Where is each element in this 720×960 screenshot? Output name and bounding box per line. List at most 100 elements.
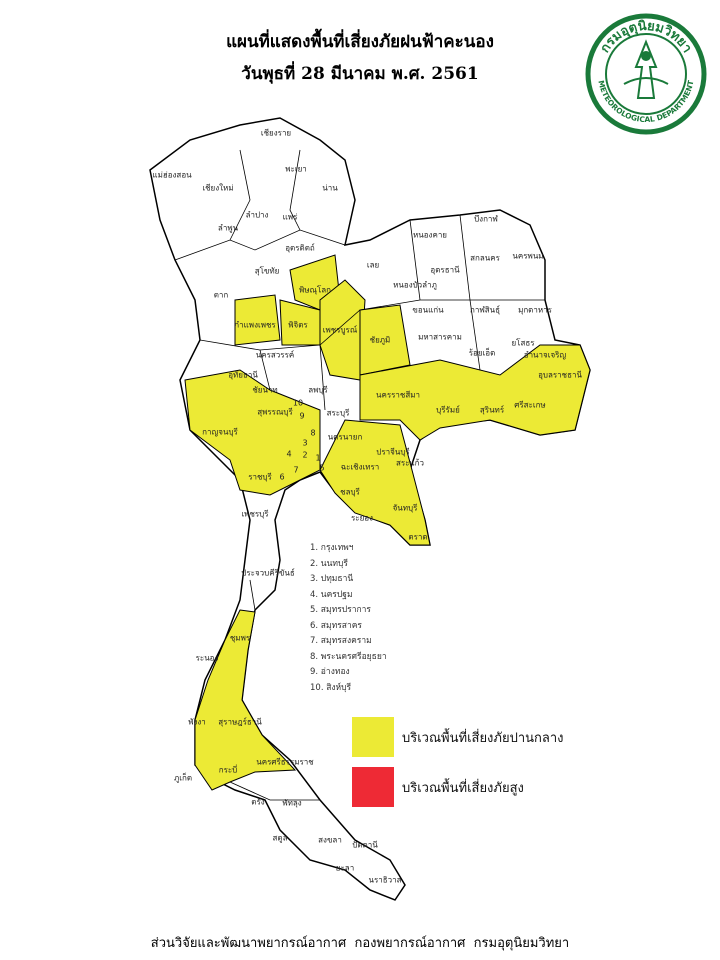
region-east: [319, 419, 431, 546]
province-label: สุโขทัย: [254, 266, 280, 276]
province-label: ราชบุรี: [248, 472, 272, 482]
province-label: ชัยนาท: [252, 385, 278, 395]
province-label: มหาสารคาม: [418, 332, 462, 342]
province-label: ยะลา: [335, 863, 355, 873]
province-label: ศรีสะเกษ: [514, 400, 546, 410]
province-number: 4: [286, 449, 292, 459]
province-label: เลย: [366, 260, 380, 270]
legend-high: บริเวณพื้นที่เสี่ยงภัยสูง: [352, 767, 524, 807]
province-label: ปัตตานี: [352, 840, 378, 850]
province-number: 7: [293, 465, 299, 475]
province-label: ชัยภูมิ: [369, 335, 391, 345]
key-item: 9. อ่างทอง: [310, 667, 350, 677]
legend-swatch-moderate: [352, 717, 394, 757]
province-label: อุดรธานี: [430, 265, 460, 275]
province-label: ลำพูน: [217, 223, 239, 233]
province-label: ยโสธร: [511, 338, 535, 348]
legend-label-moderate: บริเวณพื้นที่เสี่ยงภัยปานกลาง: [402, 730, 564, 746]
province-label: ตราด: [408, 532, 428, 542]
province-number-key: 1. กรุงเทพฯ 2. นนทบุรี 3. ปทุมธานี 4. นค…: [310, 541, 387, 696]
region-lower-northeast: [359, 344, 591, 441]
province-label: สุพรรณบุรี: [257, 407, 293, 417]
province-number: 8: [310, 428, 316, 438]
meteorological-department-logo: กรมอุตุนิยมวิทยา METEOROLOGICAL DEPARTME…: [585, 13, 707, 135]
province-label: บึงกาฬ: [474, 214, 498, 224]
province-label: นราธิวาส: [368, 875, 402, 885]
province-label: เชียงใหม่: [202, 183, 234, 193]
province-label: หนองบัวลำภู: [393, 280, 437, 290]
key-item: 3. ปทุมธานี: [310, 574, 354, 584]
key-item: 8. พระนครศรีอยุธยา: [310, 651, 387, 662]
key-item: 4. นครปฐม: [310, 589, 353, 600]
province-label: นครพนม: [512, 251, 544, 261]
key-item: 5. สมุทรปราการ: [310, 605, 371, 615]
province-label: อุตรดิตถ์: [285, 243, 315, 253]
province-label: เพชรบุรี: [241, 509, 269, 519]
key-item: 6. สมุทรสาคร: [310, 620, 362, 631]
legend-label-high: บริเวณพื้นที่เสี่ยงภัยสูง: [402, 780, 524, 796]
province-label: พิษณุโลก: [298, 285, 332, 295]
province-number: 2: [302, 450, 308, 460]
province-label: ประจวบคีรีขันธ์: [241, 568, 295, 578]
region-kamphaeng-phet: [234, 294, 281, 346]
province-label: ระนอง: [195, 653, 219, 663]
province-label: บุรีรัมย์: [436, 405, 460, 415]
province-label: มุกดาหาร: [518, 305, 552, 315]
province-label: อำนาจเจริญ: [523, 350, 567, 360]
legend-swatch-high: [352, 767, 394, 807]
province-label: น่าน: [322, 183, 338, 193]
key-item: 2. นนทบุรี: [310, 558, 348, 569]
key-item: 1. กรุงเทพฯ: [310, 543, 354, 553]
province-label: ลพบุรี: [308, 385, 328, 395]
province-label: นครราชสีมา: [376, 390, 420, 400]
province-label: ชุมพร: [229, 633, 251, 643]
province-label: เพชรบูรณ์: [322, 325, 358, 335]
province-label: กำแพงเพชร: [234, 320, 276, 330]
province-number: 6: [279, 472, 285, 482]
legend-moderate: บริเวณพื้นที่เสี่ยงภัยปานกลาง: [352, 717, 564, 757]
province-label: หนองคาย: [413, 230, 447, 240]
province-number: 3: [302, 438, 308, 448]
province-label: อุบลราชธานี: [538, 370, 582, 380]
province-label: อุทัยธานี: [228, 370, 258, 380]
province-label: สุรินทร์: [479, 405, 505, 415]
map-title: แผนที่แสดงพื้นที่เสี่ยงภัยฝนฟ้าคะนอง: [226, 32, 494, 52]
province-label: นครสวรรค์: [255, 350, 295, 360]
province-label: ชลบุรี: [340, 487, 360, 497]
region-chaiyaphum: [359, 304, 411, 376]
province-label: ปราจีนบุรี: [376, 447, 410, 457]
key-item: 10. สิงห์บุรี: [310, 682, 352, 693]
province-number: 10: [292, 398, 304, 408]
province-label: ฉะเชิงเทรา: [340, 462, 380, 472]
region-central-west: [184, 369, 321, 496]
province-label: เชียงราย: [260, 128, 292, 138]
province-label: สระแก้ว: [396, 458, 424, 468]
province-number: 5: [319, 463, 325, 473]
province-label: กาฬสินธุ์: [469, 305, 501, 315]
province-number: 9: [299, 411, 305, 421]
province-label: พิจิตร: [288, 320, 308, 330]
province-label: ลำปาง: [245, 210, 269, 220]
province-label: นครนายก: [327, 432, 363, 442]
province-label: กระบี่: [218, 765, 238, 775]
province-label: แพร่: [282, 212, 298, 222]
province-label: ตาก: [213, 290, 229, 300]
province-label: จันทบุรี: [392, 503, 418, 513]
footer-credit: ส่วนวิจัยและพัฒนาพยากรณ์อากาศ กองพยากรณ์…: [150, 936, 570, 951]
key-item: 7. สมุทรสงคราม: [310, 636, 372, 646]
province-label: สุราษฎร์ธานี: [218, 717, 262, 727]
province-label: ภูเก็ต: [173, 773, 193, 783]
province-label: ร้อยเอ็ด: [468, 348, 496, 358]
province-label: พัทลุง: [282, 798, 302, 808]
province-label: นครศรีธรรมราช: [256, 757, 314, 767]
province-label: พะเยา: [285, 164, 307, 174]
province-label: พังงา: [188, 717, 206, 727]
province-label: ตรัง: [251, 797, 265, 807]
province-label: ขอนแก่น: [412, 305, 444, 315]
map-date: วันพุธที่ 28 มีนาคม พ.ศ. 2561: [241, 64, 479, 84]
province-label: กาญจนบุรี: [202, 427, 238, 437]
province-label: แม่ฮ่องสอน: [152, 170, 192, 180]
province-number: 1: [315, 453, 321, 463]
province-label: สกลนคร: [470, 253, 500, 263]
